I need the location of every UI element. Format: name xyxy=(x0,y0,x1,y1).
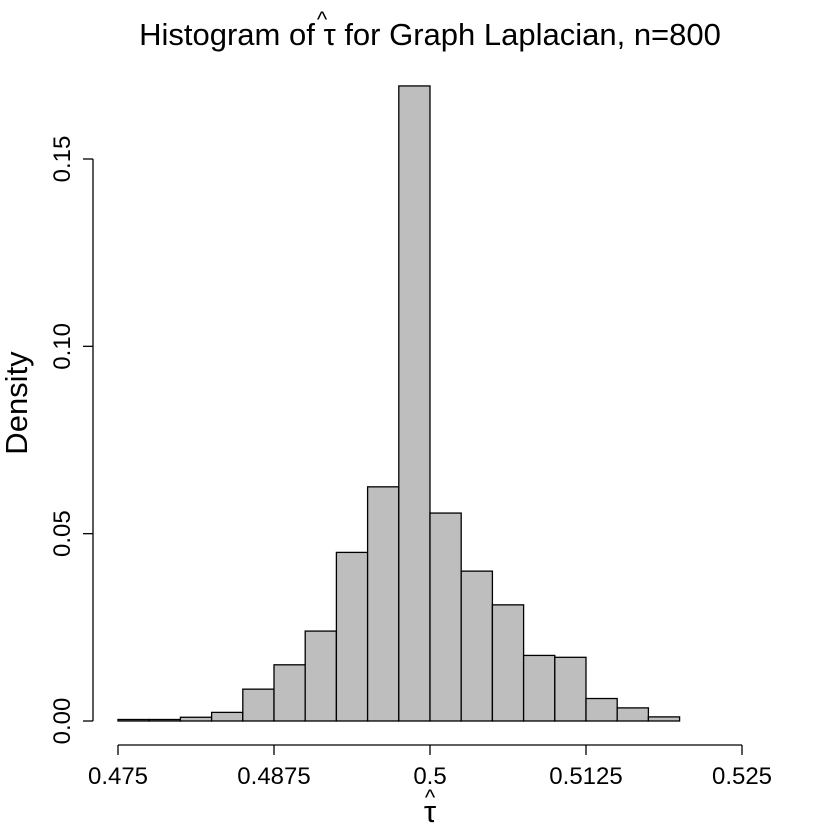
y-tick-label: 0.15 xyxy=(49,136,76,183)
histogram-bar xyxy=(242,688,275,722)
chart-title-symbol: τ xyxy=(323,17,335,52)
y-axis: 0.00 0.05 0.10 0.15 xyxy=(49,136,94,745)
x-axis-label-symbol: τ xyxy=(424,794,436,829)
x-tick-label: 0.4875 xyxy=(237,763,310,790)
histogram-bar xyxy=(366,486,400,722)
y-tick-label: 0.05 xyxy=(49,510,76,557)
x-axis: 0.475 0.4875 0.5 0.5125 0.525 xyxy=(88,744,772,790)
histogram-bar xyxy=(429,512,462,722)
histogram-bar xyxy=(616,707,650,722)
chart-title-prefix: Histogram of xyxy=(139,17,323,52)
histogram-bar xyxy=(148,718,182,722)
histogram-bar xyxy=(398,85,431,722)
x-tick-label: 0.5 xyxy=(413,763,446,790)
histogram-bar xyxy=(554,656,587,722)
histogram-bars xyxy=(117,85,681,722)
x-tick-label: 0.525 xyxy=(712,763,772,790)
histogram-bar xyxy=(335,551,369,722)
histogram-bar xyxy=(522,654,556,722)
y-tick-label: 0.10 xyxy=(49,323,76,370)
y-axis-label: Density xyxy=(0,351,34,455)
histogram-bar xyxy=(304,630,338,722)
chart-title: Histogram of τ for Graph Laplacian, n=80… xyxy=(139,17,721,52)
histogram-bar xyxy=(273,664,306,722)
histogram-bar xyxy=(647,716,681,722)
histogram-bar xyxy=(179,716,213,722)
x-tick-label: 0.475 xyxy=(88,763,148,790)
x-axis-label-hat: ^ xyxy=(425,785,436,810)
y-tick-label: 0.00 xyxy=(49,698,76,745)
histogram-bar xyxy=(210,711,244,722)
histogram-bar xyxy=(117,718,150,722)
histogram-bar xyxy=(491,604,525,722)
x-tick-label: 0.5125 xyxy=(549,763,622,790)
chart-title-hat: ^ xyxy=(317,7,328,32)
histogram-bar xyxy=(585,697,618,722)
chart-title-suffix: for Graph Laplacian, n=800 xyxy=(336,17,721,52)
histogram-bar xyxy=(460,570,494,722)
